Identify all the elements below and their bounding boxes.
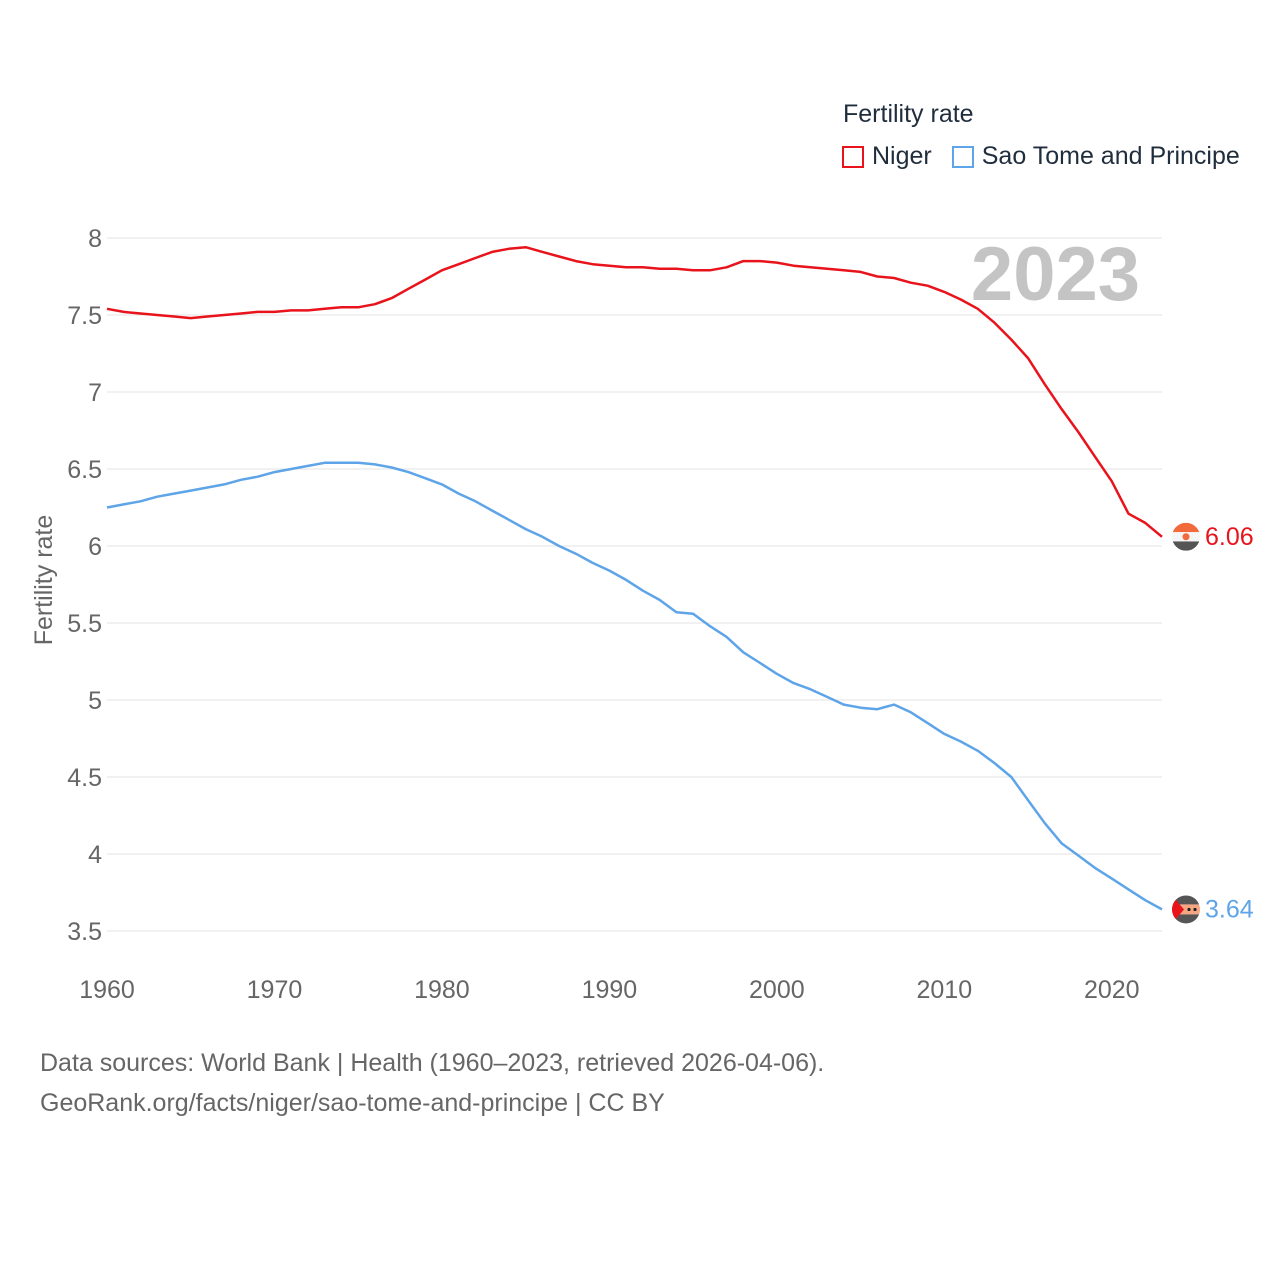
niger-flag-icon (1172, 522, 1200, 551)
legend-swatch-niger (842, 145, 864, 168)
y-tick-label: 3.5 (67, 918, 102, 946)
x-tick-label: 2010 (916, 976, 972, 1004)
end-value-label-sao-tome: 3.64 (1205, 895, 1254, 923)
y-tick-label: 4.5 (67, 764, 102, 792)
end-value-label-niger: 6.06 (1205, 523, 1254, 551)
legend-label-niger: Niger (872, 142, 932, 170)
legend-item-niger[interactable]: Niger (842, 142, 932, 171)
legend-label-sao-tome: Sao Tome and Principe (981, 142, 1240, 170)
y-axis-label: Fertility rate (30, 515, 58, 646)
source-url-text: GeoRank.org/facts/niger/sao-tome-and-pri… (40, 1089, 665, 1117)
legend-item-sao-tome[interactable]: Sao Tome and Principe (951, 142, 1240, 171)
sao-tome-flag-icon (1172, 895, 1200, 924)
x-tick-label: 1970 (247, 976, 303, 1004)
x-axis-ticks: 1960 1970 1980 1990 2000 2010 2020 (79, 976, 1139, 1004)
legend: Niger Sao Tome and Principe (842, 142, 1260, 171)
year-watermark: 2023 (971, 232, 1140, 317)
series-line-niger (106, 245, 1163, 538)
series-line-sao-tome (106, 461, 1163, 911)
y-tick-label: 7 (88, 379, 102, 407)
x-tick-label: 2020 (1084, 976, 1140, 1004)
y-tick-label: 6.5 (67, 456, 102, 484)
end-markers: 6.06 3.64 (1172, 522, 1254, 924)
legend-title: Fertility rate (843, 100, 974, 128)
footer: Data sources: World Bank | Health (1960–… (40, 1043, 824, 1123)
x-tick-label: 2000 (749, 976, 805, 1004)
x-tick-label: 1980 (414, 976, 470, 1004)
y-tick-label: 6 (88, 533, 102, 561)
y-tick-label: 5 (88, 687, 102, 715)
y-tick-label: 7.5 (67, 302, 102, 330)
y-tick-label: 4 (88, 841, 102, 869)
data-sources-text: Data sources: World Bank | Health (1960–… (40, 1049, 825, 1077)
x-tick-label: 1960 (79, 976, 135, 1004)
y-tick-label: 5.5 (67, 610, 102, 638)
x-tick-label: 1990 (582, 976, 638, 1004)
legend-swatch-sao-tome (951, 145, 974, 168)
y-tick-label: 8 (88, 225, 102, 253)
y-axis-ticks: 3.5 4 4.5 5 5.5 6 6.5 7 7.5 8 (67, 225, 102, 946)
gridlines (107, 237, 1162, 932)
series-lines (106, 245, 1163, 911)
